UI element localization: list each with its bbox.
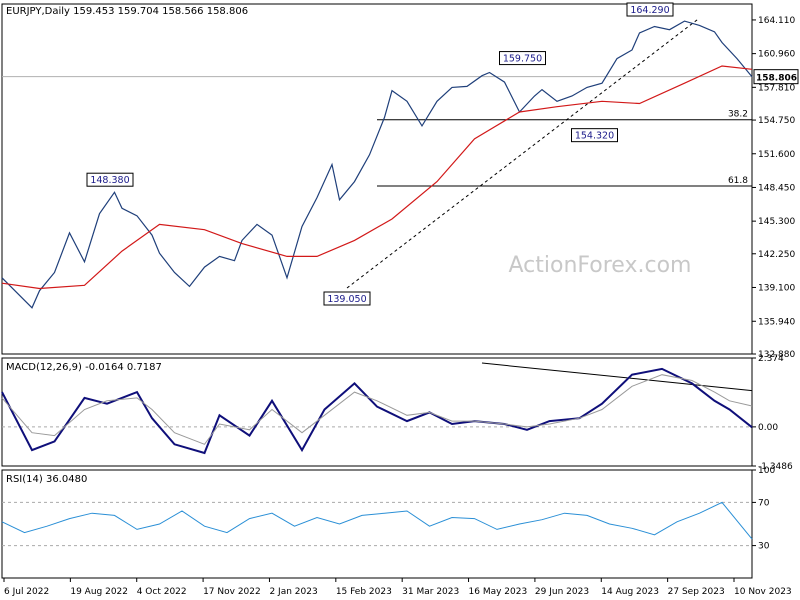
ma-series — [1, 65, 753, 290]
x-tick-label: 14 Aug 2023 — [601, 587, 659, 597]
main-price-panel: 164.110 160.960 157.810 154.750 151.600 148.4… — [1, 2, 799, 360]
x-tick-label: 16 May 2023 — [469, 587, 528, 597]
price-annotation-label: 154.320 — [575, 131, 614, 142]
price-series — [1, 20, 753, 309]
main-y-tick-label: 164.110 — [758, 16, 795, 26]
x-tick-label: 27 Sep 2023 — [668, 587, 725, 597]
fib-level-label: 38.2 — [728, 110, 748, 120]
main-y-tick-label: 154.750 — [758, 116, 795, 126]
x-tick-label: 17 Nov 2022 — [203, 587, 261, 597]
macd-panel: 2.374 0.00 -1.3486 — [1, 354, 793, 472]
main-y-tick-label: 135.940 — [758, 317, 795, 327]
main-header: EURJPY,Daily 159.453 159.704 158.566 158… — [6, 6, 248, 17]
macd-y-tick-label: 0.00 — [758, 423, 778, 433]
main-y-tick-label: 157.810 — [758, 83, 795, 93]
price-annotation-label: 148.380 — [90, 175, 129, 186]
x-tick-label: 6 Jul 2022 — [4, 587, 49, 597]
signal-series — [1, 374, 753, 445]
panel-frames — [1, 3, 753, 579]
main-y-tick-label: 139.100 — [758, 283, 795, 293]
rsi-y-tick-label: 30 — [758, 542, 770, 552]
x-tick-label: 4 Oct 2022 — [137, 587, 187, 597]
watermark: ActionForex.com — [509, 253, 692, 278]
trend-channel-line — [346, 17, 700, 289]
rsi-y-tick-label: 100 — [758, 466, 775, 476]
main-y-tick-label: 160.960 — [758, 50, 795, 60]
main-y-tick-label: 151.600 — [758, 150, 795, 160]
x-tick-label: 31 Mar 2023 — [402, 587, 459, 597]
price-annotation-box — [86, 172, 134, 187]
price-annotation-box — [499, 51, 546, 66]
price-annotation-label: 139.050 — [327, 294, 366, 305]
price-annotation-label: 159.750 — [503, 54, 542, 65]
main-y-tick-label: 148.450 — [758, 183, 795, 193]
price-annotation-label: 164.290 — [630, 5, 669, 16]
macd-y-tick-label: -1.3486 — [758, 462, 793, 472]
rsi-frame — [1, 469, 753, 579]
macd-series — [1, 367, 753, 455]
x-tick-label: 10 Nov 2023 — [734, 587, 792, 597]
x-axis: 6 Jul 2022 19 Aug 2022 4 Oct 2022 17 Nov 20… — [3, 578, 792, 597]
fib-level-label: 61.8 — [728, 176, 748, 186]
x-tick-label: 19 Aug 2022 — [70, 587, 128, 597]
last-price-box — [753, 69, 799, 85]
rsi-panel: 100 70 30 — [1, 466, 775, 552]
macd-frame — [1, 357, 753, 467]
rsi-series — [1, 501, 753, 540]
price-annotation-box — [571, 128, 618, 143]
x-tick-label: 15 Feb 2023 — [336, 587, 392, 597]
main-y-tick-label: 145.300 — [758, 217, 795, 227]
x-tick-label: 29 Jun 2023 — [535, 587, 589, 597]
main-y-tick-label: 132.880 — [758, 350, 795, 360]
price-annotation-box — [323, 291, 371, 306]
last-price-label: 158.806 — [756, 74, 797, 84]
macd-y-tick-label: 2.374 — [758, 354, 784, 364]
price-annotation-box — [626, 2, 674, 17]
macd-header: MACD(12,26,9) -0.0164 0.7187 — [6, 362, 162, 373]
macd-trendline — [481, 362, 753, 392]
main-frame — [1, 3, 753, 355]
main-y-tick-label: 142.250 — [758, 250, 795, 260]
rsi-header: RSI(14) 36.0480 — [6, 474, 87, 485]
x-tick-label: 2 Jan 2023 — [269, 587, 317, 597]
rsi-y-tick-label: 70 — [758, 498, 770, 508]
